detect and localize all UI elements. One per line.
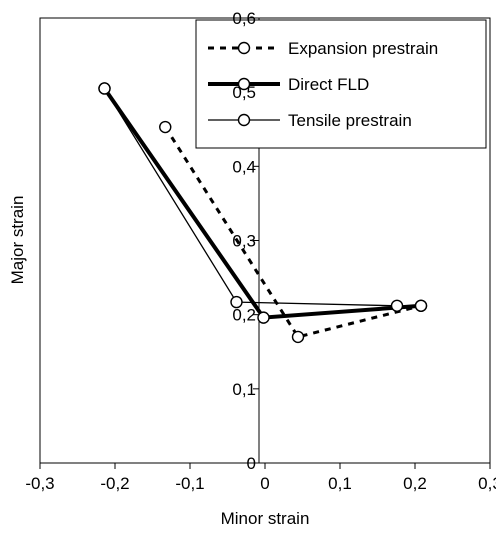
y-tick-label: 0: [247, 454, 256, 473]
data-point: [98, 82, 111, 95]
x-tick-label: -0,2: [100, 474, 129, 493]
x-tick-label: 0,1: [328, 474, 352, 493]
legend: Expansion prestrain Direct FLD Tensile pre…: [195, 19, 487, 149]
y-tick-label: 0,1: [232, 380, 256, 399]
y-tick-label: 0,2: [232, 306, 256, 325]
x-tick-label: 0: [260, 474, 269, 493]
y-tick-label: 0,5: [232, 83, 256, 102]
legend-marker: [237, 77, 251, 91]
data-point: [291, 330, 305, 344]
data-point: [390, 299, 404, 312]
y-tick-label: 0,4: [232, 157, 256, 176]
data-point: [159, 120, 172, 134]
y-axis-title: Major strain: [8, 196, 27, 285]
data-point: [257, 311, 270, 324]
x-tick-label: 0,3: [478, 474, 496, 493]
x-tick-label: -0,1: [175, 474, 204, 493]
legend-label: Direct FLD: [288, 75, 369, 94]
data-point: [414, 299, 428, 312]
y-tick-label: 0,6: [232, 9, 256, 28]
x-tick-label: 0,2: [403, 474, 427, 493]
legend-label: Tensile prestrain: [288, 111, 412, 130]
x-tick-label: -0,3: [25, 474, 54, 493]
y-tick-label: 0,3: [232, 232, 256, 251]
legend-marker: [237, 41, 251, 55]
series-tensile-prestrain: [98, 82, 404, 312]
series-layer: [98, 82, 428, 344]
legend-label: Expansion prestrain: [288, 39, 438, 58]
tick-labels: -0,3 -0,2 -0,1 0 0,1 0,2 0,3 0 0,1 0,2 0,3 0,4 0,5 0,…: [25, 9, 496, 493]
x-axis-title: Minor strain: [221, 509, 310, 528]
legend-marker: [237, 113, 251, 127]
data-point: [230, 295, 243, 309]
